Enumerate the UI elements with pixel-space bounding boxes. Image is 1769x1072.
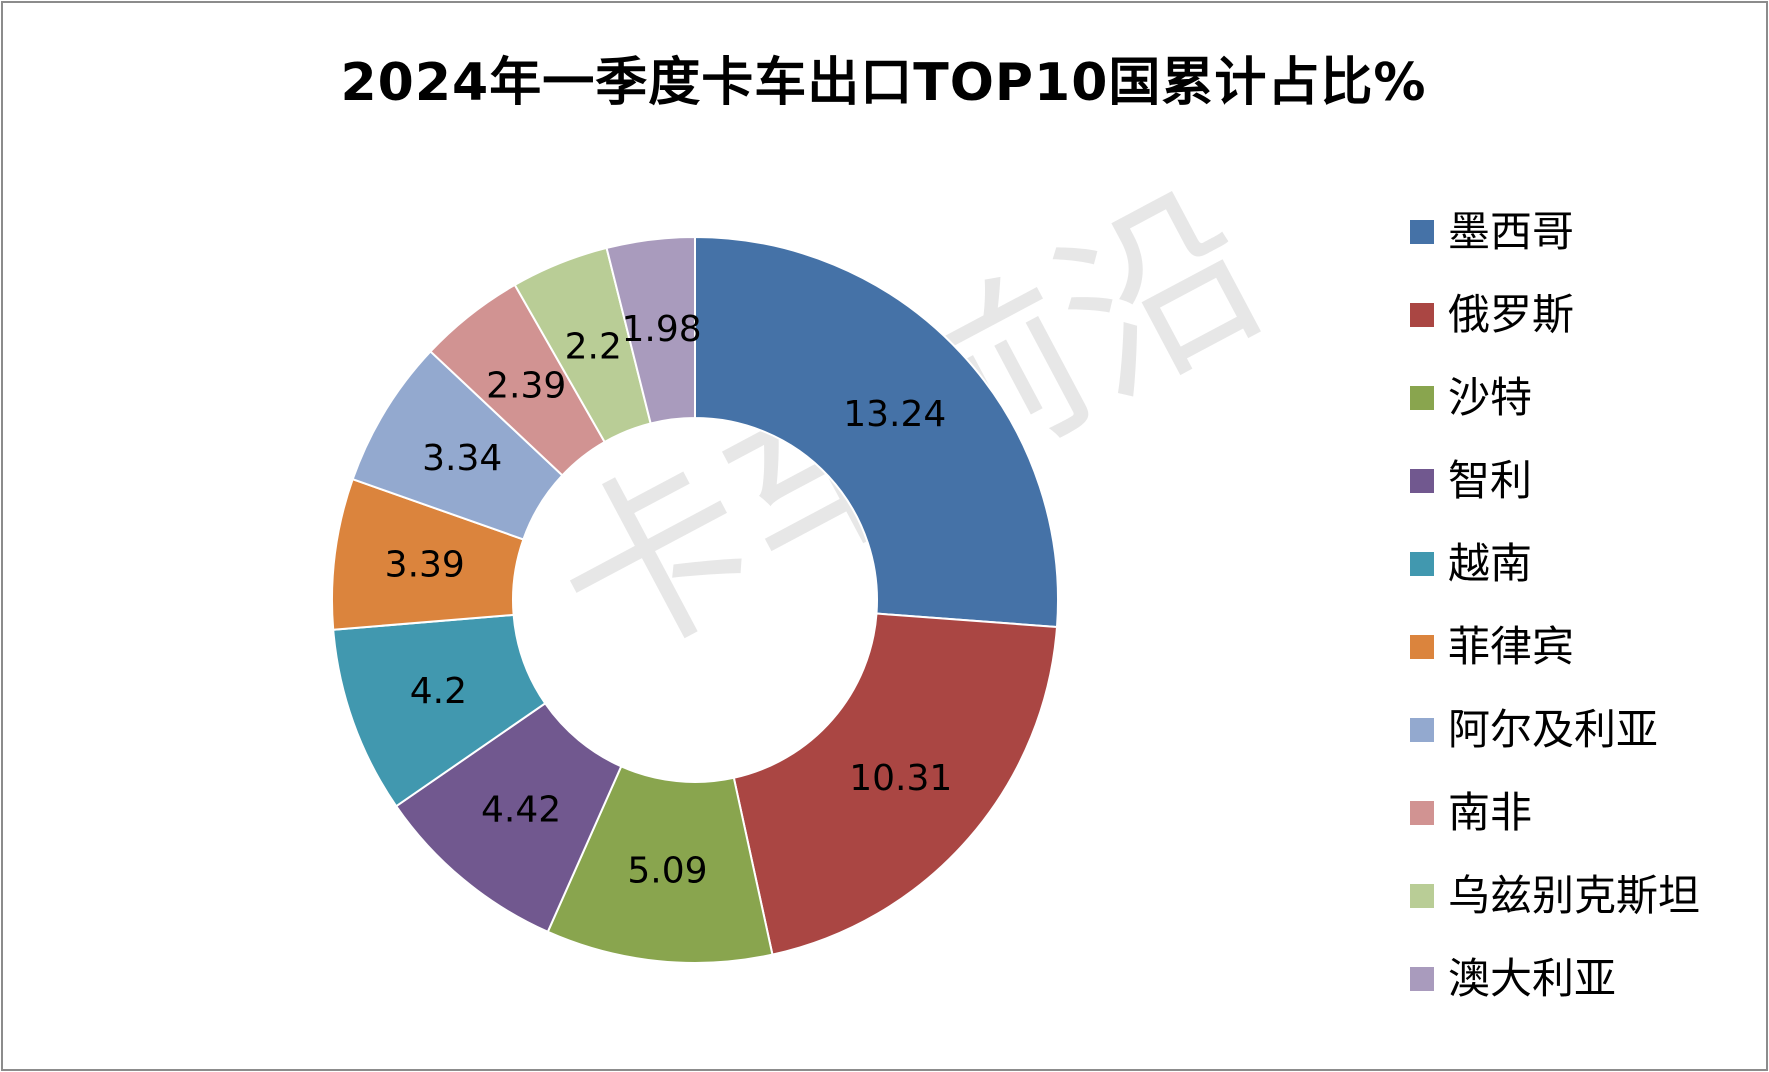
legend-label: 智利 xyxy=(1448,455,1533,505)
donut-slice-1 xyxy=(694,235,1059,629)
legend-swatch xyxy=(1410,883,1434,908)
legend-label: 澳大利亚 xyxy=(1448,953,1617,1003)
legend-item-6: 菲律宾 xyxy=(1410,605,1700,688)
donut-slice-2 xyxy=(732,612,1059,956)
legend-item-3: 沙特 xyxy=(1410,356,1700,439)
data-label-10: 1.98 xyxy=(621,309,701,350)
legend: 墨西哥俄罗斯沙特智利越南菲律宾阿尔及利亚南非乌兹别克斯坦 澳大利亚 xyxy=(1410,190,1700,1020)
legend-swatch xyxy=(1410,966,1434,991)
legend-item-1: 墨西哥 xyxy=(1410,190,1700,273)
data-label-2: 10.31 xyxy=(849,758,952,799)
legend-swatch xyxy=(1410,468,1434,493)
legend-item-10: 澳大利亚 xyxy=(1410,937,1700,1020)
legend-item-7: 阿尔及利亚 xyxy=(1410,688,1700,771)
legend-label: 沙特 xyxy=(1448,372,1533,422)
legend-item-5: 越南 xyxy=(1410,522,1700,605)
legend-item-8: 南非 xyxy=(1410,771,1700,854)
legend-label: 菲律宾 xyxy=(1448,621,1575,671)
legend-label: 乌兹别克斯坦 xyxy=(1448,870,1701,920)
legend-label: 俄罗斯 xyxy=(1448,289,1575,339)
legend-swatch xyxy=(1410,634,1434,659)
data-label-1: 13.24 xyxy=(843,394,946,435)
legend-swatch xyxy=(1410,800,1434,825)
data-label-4: 4.42 xyxy=(481,789,561,830)
legend-swatch xyxy=(1410,551,1434,576)
data-label-5: 4.2 xyxy=(410,671,467,712)
legend-item-4: 智利 xyxy=(1410,439,1700,522)
data-label-9: 2.2 xyxy=(565,327,622,368)
legend-label: 阿尔及利亚 xyxy=(1448,704,1659,754)
legend-label: 墨西哥 xyxy=(1448,206,1575,256)
chart-title: 2024年一季度卡车出口TOP10国累计占比% xyxy=(340,53,1427,113)
legend-item-9: 乌兹别克斯坦 xyxy=(1410,854,1700,937)
data-label-7: 3.34 xyxy=(422,438,502,479)
data-label-3: 5.09 xyxy=(627,851,707,892)
legend-swatch xyxy=(1410,385,1434,410)
legend-swatch xyxy=(1410,219,1434,244)
data-label-6: 3.39 xyxy=(385,545,465,586)
legend-swatch xyxy=(1410,717,1434,742)
donut-slice-10 xyxy=(605,235,696,425)
legend-item-2: 俄罗斯 xyxy=(1410,273,1700,356)
legend-label: 南非 xyxy=(1448,787,1533,837)
legend-swatch xyxy=(1410,302,1434,327)
legend-label: 越南 xyxy=(1448,538,1533,588)
data-label-8: 2.39 xyxy=(486,366,566,407)
